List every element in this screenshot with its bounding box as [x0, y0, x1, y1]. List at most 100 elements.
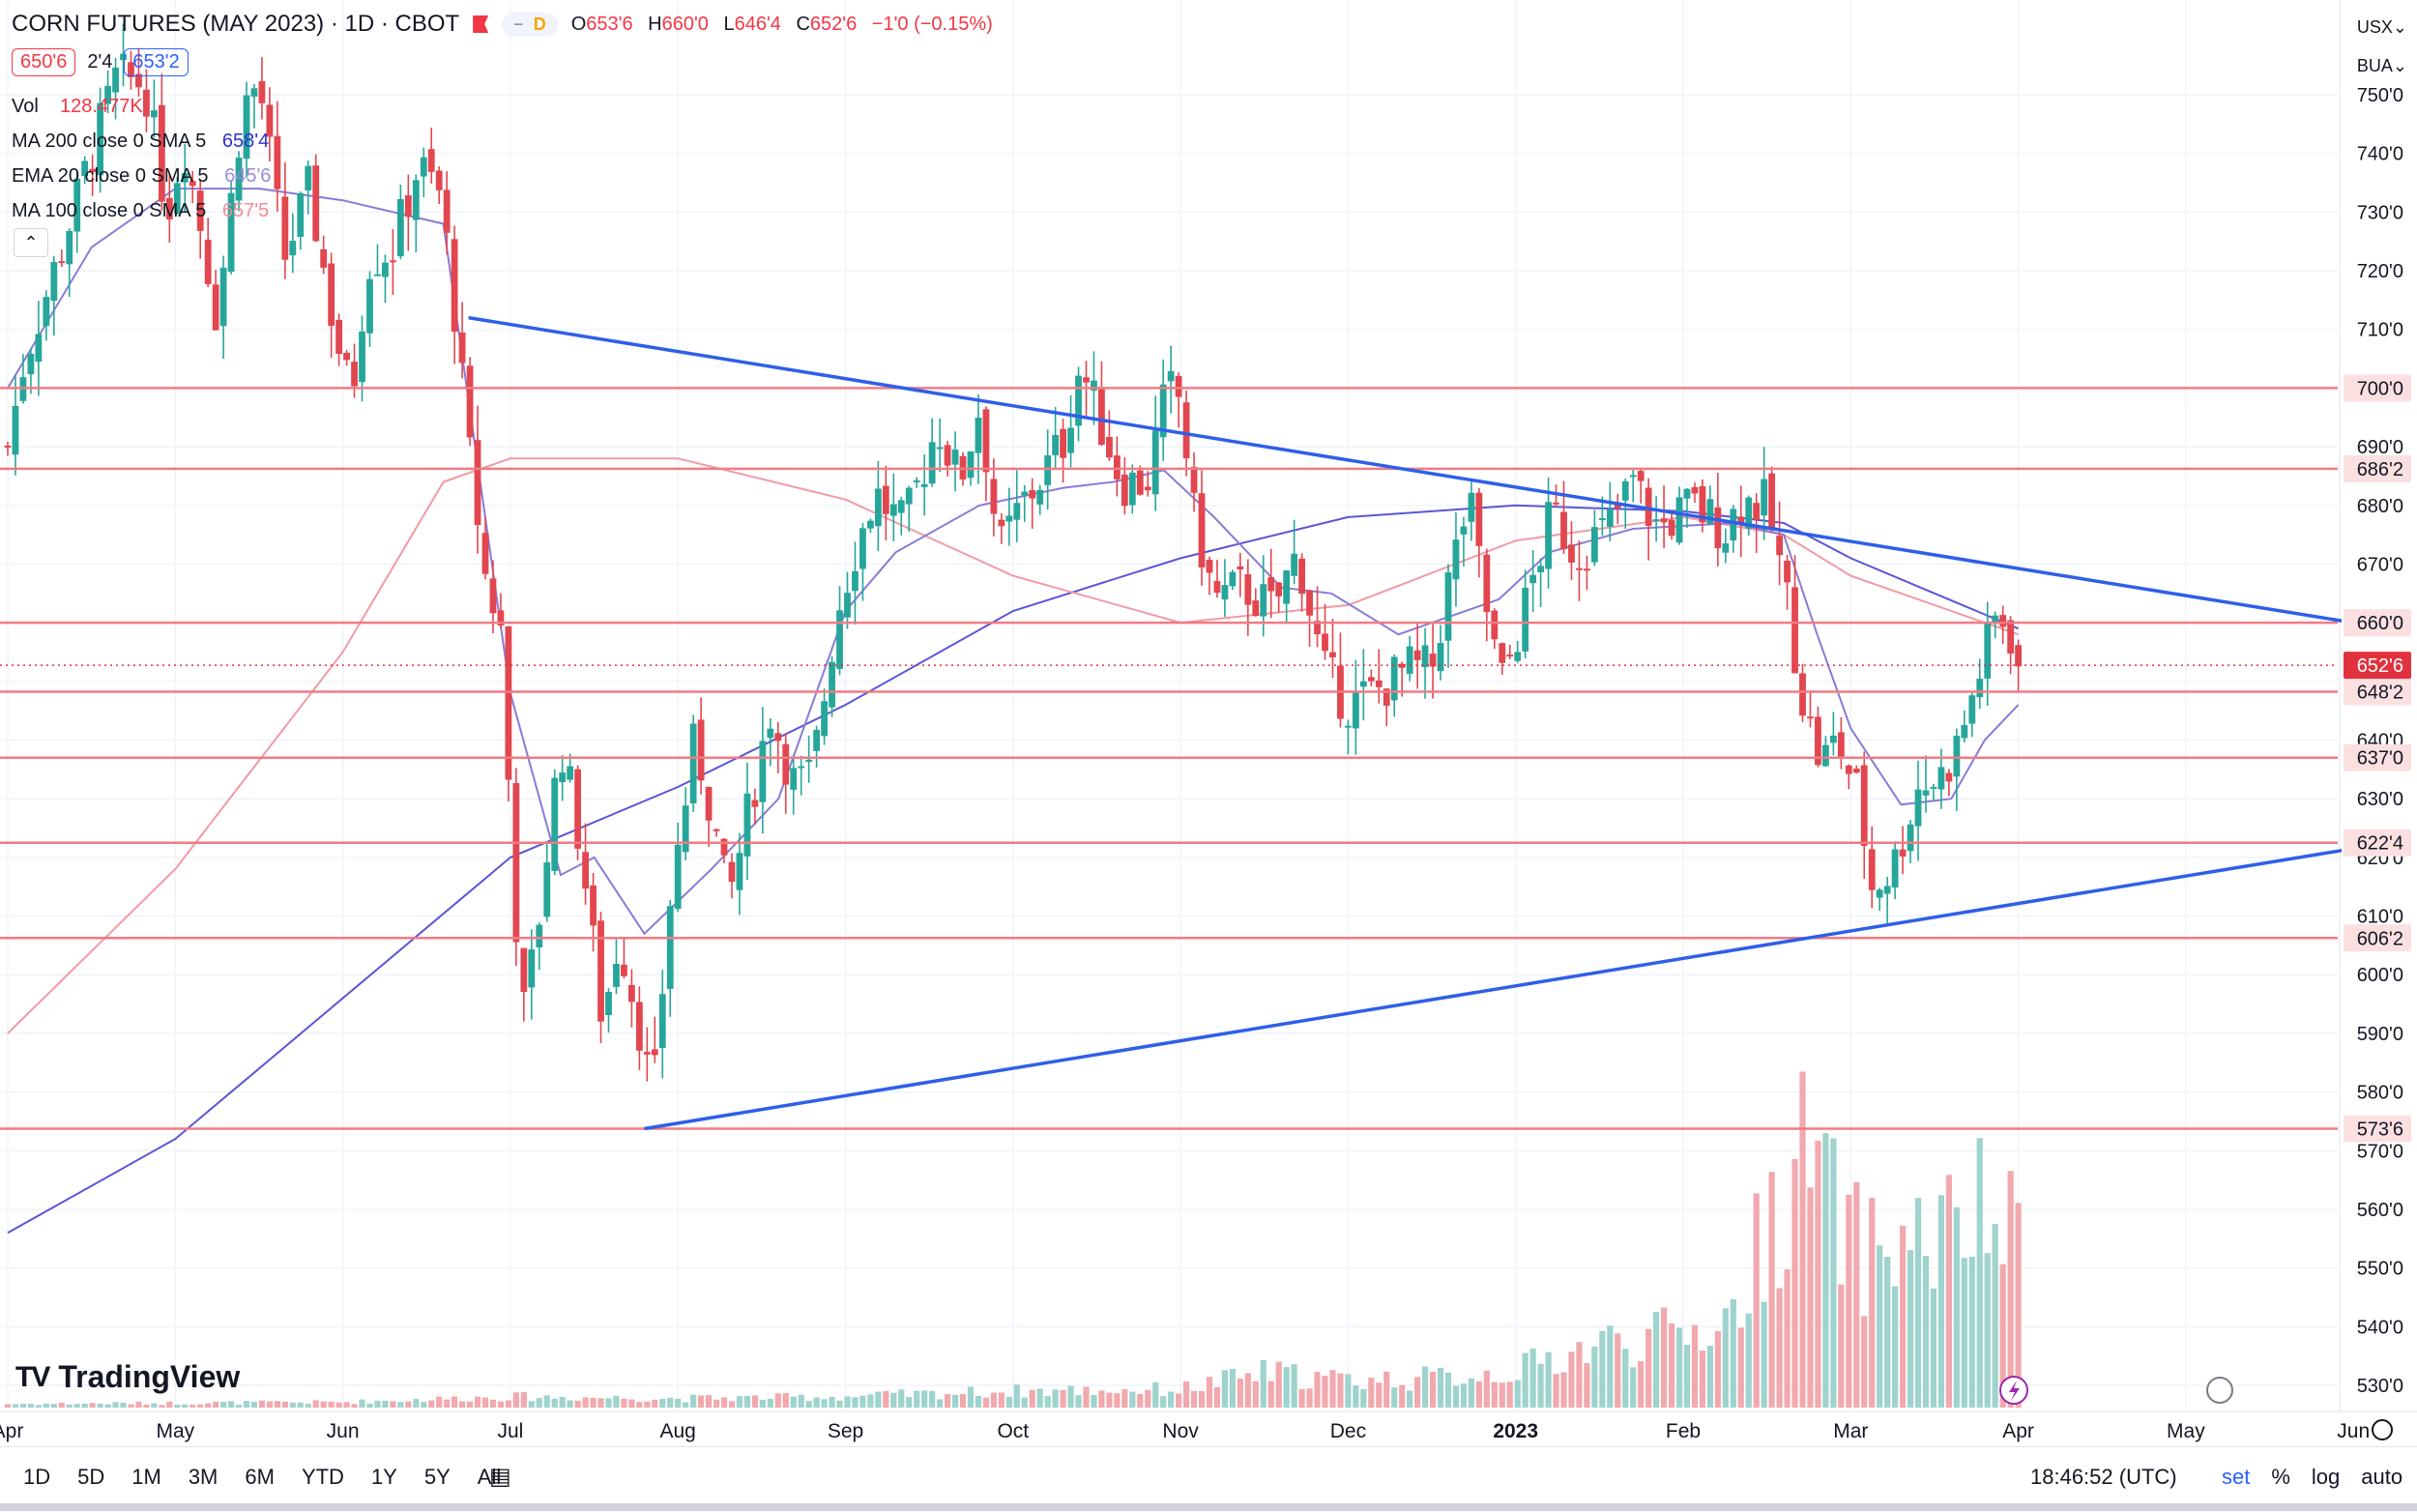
volume-bar: [189, 1404, 196, 1408]
percent-toggle[interactable]: %: [2271, 1465, 2290, 1489]
range-3m-button[interactable]: 3M: [188, 1465, 218, 1489]
candle-body: [312, 165, 320, 242]
volume-bar: [1314, 1371, 1321, 1408]
price-tick-label: 540'0: [2357, 1317, 2403, 1338]
chart-grid: [0, 0, 2354, 1411]
range-6m-button[interactable]: 6M: [245, 1465, 275, 1489]
candle-body: [536, 924, 543, 947]
candle-body: [1260, 584, 1267, 617]
tradingview-logo[interactable]: TV TradingView: [15, 1359, 240, 1395]
candle-body: [635, 1002, 643, 1051]
candle-body: [1930, 786, 1937, 789]
price-axis[interactable]: 530'0 540'0 550'0 560'0 570'0 580'0 590'0 600'0…: [2342, 0, 2417, 1411]
candle-body: [189, 181, 196, 187]
candle-body: [689, 723, 697, 804]
low-value: 646'4: [734, 13, 781, 35]
price-tick-label: 750'0: [2357, 85, 2403, 106]
candle-body: [621, 964, 627, 976]
volume-bar: [104, 1404, 111, 1408]
time-tick-label: May: [156, 1420, 194, 1442]
price-chart[interactable]: 530'0 540'0 550'0 560'0 570'0 580'0 590'0 600'0…: [0, 0, 2417, 1446]
volume-bar: [605, 1398, 612, 1408]
candle-body: [651, 1049, 658, 1056]
range-1m-button[interactable]: 1M: [131, 1465, 161, 1489]
symbol-title[interactable]: CORN FUTURES (MAY 2023) · 1D · CBOT: [12, 11, 460, 37]
volume-bar: [120, 1403, 127, 1408]
volume-bar: [1337, 1373, 1344, 1408]
candle-body: [320, 248, 328, 268]
range-1y-button[interactable]: 1Y: [370, 1465, 397, 1489]
sell-price-button[interactable]: 650'6: [12, 48, 76, 76]
candle-body: [627, 984, 635, 1003]
range-ytd-button[interactable]: YTD: [301, 1465, 344, 1489]
currency-selector[interactable]: USX⌄ BUA⌄: [2357, 8, 2407, 85]
range-5d-button[interactable]: 5D: [77, 1465, 105, 1489]
candle-body: [990, 479, 998, 514]
volume-bar: [1407, 1390, 1413, 1408]
candle-body: [150, 110, 158, 118]
volume-bar: [135, 1401, 142, 1408]
range-all-button[interactable]: All: [477, 1465, 502, 1489]
candle-body: [1367, 677, 1375, 682]
time-axis[interactable]: Apr May Jun Jul Aug Sep Oct Nov Dec 2023 Feb Mar Apr…: [0, 1410, 2417, 1442]
candle-body: [1761, 479, 1768, 516]
currency-code[interactable]: USX⌄: [2356, 17, 2407, 37]
volume-bar: [1252, 1381, 1259, 1408]
volume-bar: [1607, 1325, 1614, 1408]
volume-bar: [421, 1402, 427, 1408]
candle-body: [250, 88, 258, 97]
candle-body: [658, 994, 666, 1048]
volume-bar: [1114, 1393, 1121, 1408]
candle-body: [743, 793, 751, 857]
flag-icon[interactable]: [473, 15, 489, 33]
candle-body: [1444, 572, 1452, 641]
time-tick-label: Sep: [828, 1420, 863, 1442]
range-5y-button[interactable]: 5Y: [423, 1465, 451, 1489]
volume-bar: [1283, 1367, 1290, 1408]
range-1d-button[interactable]: 1D: [23, 1465, 51, 1489]
candle-body: [1768, 473, 1776, 530]
ma200-legend[interactable]: MA 200 close 0 SMA 5 658'4: [12, 124, 271, 159]
volume-bar: [1683, 1345, 1691, 1408]
volume-bar: [328, 1401, 335, 1408]
calendar-icon[interactable]: ▤: [489, 1464, 511, 1490]
volume-bar: [4, 1404, 12, 1408]
volume-bar: [12, 1404, 19, 1408]
candle-body: [1598, 518, 1606, 521]
volume-label: Vol: [12, 96, 39, 117]
volume-bar: [644, 1401, 651, 1408]
buy-price-button[interactable]: 653'2: [124, 48, 189, 76]
volume-bar: [1514, 1380, 1521, 1408]
volume-legend[interactable]: Vol 128.477K: [12, 89, 271, 124]
candle-body: [1560, 511, 1567, 550]
ema20-value: 645'6: [224, 165, 272, 187]
settings-toggle[interactable]: set: [2222, 1465, 2251, 1489]
candle-body: [235, 158, 243, 201]
volume-bar: [652, 1399, 658, 1408]
replay-icon: [2206, 1377, 2233, 1404]
auto-toggle[interactable]: auto: [2361, 1465, 2403, 1489]
candle-body: [1429, 654, 1437, 667]
utc-clock[interactable]: 18:46:52 (UTC): [2030, 1465, 2177, 1489]
volume-bar: [1421, 1366, 1429, 1408]
unit-code[interactable]: BUA⌄: [2356, 56, 2407, 75]
ma100-legend[interactable]: MA 100 close 0 SMA 5 657'5: [12, 193, 271, 228]
candle-body: [435, 170, 443, 190]
collapse-legend-button[interactable]: ⌃: [14, 228, 48, 257]
volume-bar: [1291, 1364, 1297, 1408]
candle-body: [520, 947, 528, 993]
volume-bar: [2007, 1171, 2014, 1408]
volume-bar: [1892, 1286, 1899, 1408]
candle-body: [366, 278, 373, 334]
price-tick-label: 690'0: [2357, 437, 2403, 458]
scale-options: set % log auto: [2222, 1465, 2402, 1490]
level-price-label: 622'4: [2357, 833, 2403, 855]
candle-body: [1083, 377, 1090, 383]
ema20-legend[interactable]: EMA 20 close 0 SMA 5 645'6: [12, 159, 271, 193]
market-status-pill[interactable]: − D: [502, 12, 558, 37]
time-tick-label: Dec: [1330, 1420, 1366, 1442]
candle-body: [1722, 543, 1730, 553]
candle-body: [582, 852, 589, 889]
log-toggle[interactable]: log: [2311, 1465, 2341, 1489]
candle-body: [1413, 650, 1421, 660]
